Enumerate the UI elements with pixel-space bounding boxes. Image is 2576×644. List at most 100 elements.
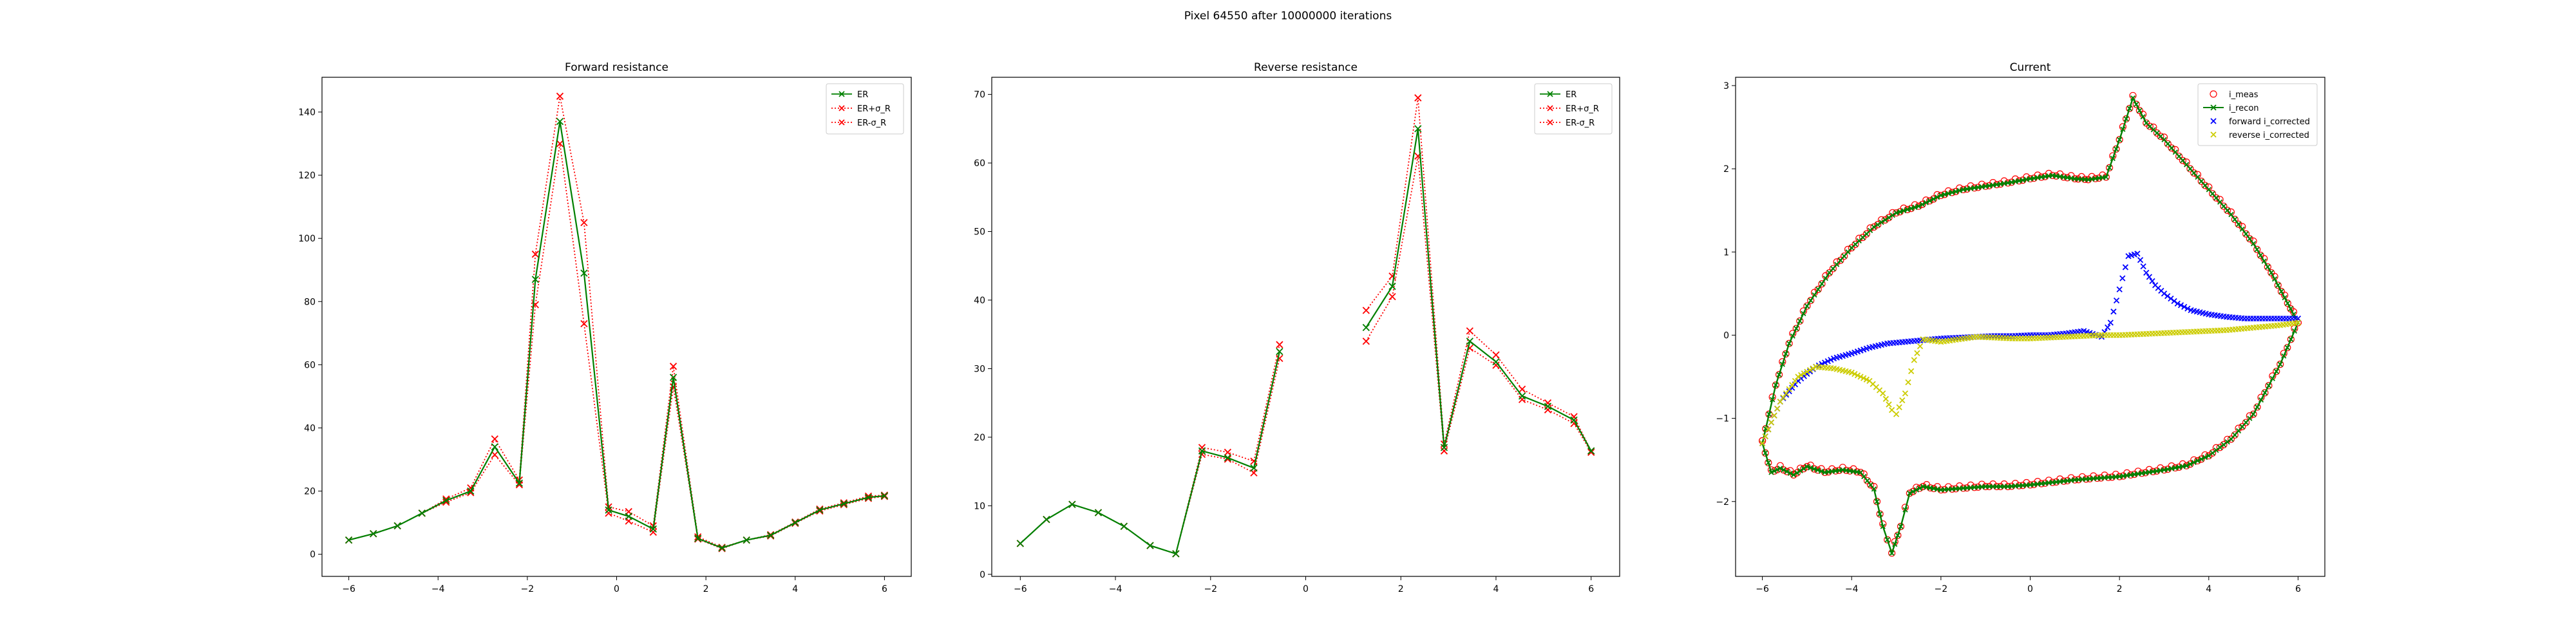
current-i-recon-point: [1884, 537, 1890, 543]
current-i-recon-point: [1822, 469, 1828, 475]
current-reverse-corrected-point: [1854, 372, 1861, 379]
current-reverse-corrected-point: [1882, 395, 1889, 402]
current-reverse-corrected-point: [1798, 372, 1804, 379]
current-i-recon-point: [1917, 485, 1923, 491]
current-reverse-corrected-point: [1861, 375, 1867, 381]
forward-resistance-title: Forward resistance: [565, 61, 668, 74]
current-i-meas-point: [1785, 339, 1793, 347]
reverse-resistance-data-point: [1198, 447, 1206, 455]
plot-forward-resistance: Forward resistance−6 −4 −2 0 2 4 6020406080100…: [298, 61, 912, 594]
current-i-recon-point: [2266, 383, 2271, 388]
current-i-meas-point: [1926, 197, 1934, 205]
current-i-meas-point: [1775, 371, 1783, 379]
current-i-recon-point: [1823, 276, 1828, 281]
current-i-recon-point: [1837, 258, 1844, 263]
forward-resistance-ytick-label: 40: [304, 423, 316, 433]
current-i-recon-point: [1904, 207, 1911, 213]
current-i-meas-point: [1814, 285, 1822, 293]
current-i-recon-point: [1892, 541, 1898, 547]
forward-resistance-data-point: [556, 140, 564, 147]
current-i-meas-point: [1829, 265, 1837, 272]
current-reverse-corrected-point: [1863, 376, 1870, 383]
reverse-resistance-data-point: [1068, 500, 1076, 508]
current-reverse-corrected-point: [1905, 379, 1911, 386]
reverse-resistance-title: Reverse resistance: [1254, 61, 1358, 74]
current-i-recon-point: [2224, 207, 2230, 213]
current-i-recon-point: [2239, 226, 2245, 232]
current-i-recon-point: [2202, 455, 2208, 460]
current-i-recon-point: [2224, 439, 2230, 445]
current-i-meas-point: [1906, 489, 1913, 497]
current-i-recon-point: [2213, 195, 2219, 201]
forward-resistance-data-point: [743, 536, 750, 544]
reverse-resistance-data-point: [1492, 358, 1500, 366]
current-i-meas-point: [1841, 252, 1848, 260]
current-reverse-corrected-point: [1789, 382, 1795, 388]
current-reverse-corrected-point: [1888, 407, 1895, 413]
forward-resistance-data-point: [791, 518, 799, 527]
reverse-resistance-data-point: [1224, 454, 1231, 462]
reverse-resistance-data-point: [1016, 540, 1024, 547]
current-i-recon-point: [1797, 468, 1803, 474]
current-i-recon-point: [2271, 276, 2278, 282]
current-i-recon-point: [1790, 472, 1797, 478]
reverse-resistance-xtick-label: 6: [1588, 584, 1594, 594]
current-i-meas-point: [2208, 190, 2217, 198]
current-i-recon-point: [2210, 191, 2215, 196]
current-i-recon-point: [2235, 428, 2242, 434]
current-i-recon-point: [1766, 411, 1772, 417]
forward-resistance-data-point: [864, 493, 873, 502]
current-i-recon-point: [2291, 328, 2297, 334]
current-i-meas-point: [2197, 455, 2205, 463]
current-i-meas-point: [2179, 156, 2186, 164]
current-i-recon-point: [1919, 202, 1926, 207]
current-i-recon-point: [1897, 209, 1903, 214]
current-xtick-label: 4: [2206, 584, 2211, 594]
current-reverse-corrected-point: [1911, 357, 1917, 363]
reverse-resistance-data-point: [1172, 550, 1180, 558]
current-i-meas-point: [1807, 296, 1815, 305]
current-i-meas-point: [2216, 444, 2224, 451]
current-i-recon-point: [2168, 145, 2175, 151]
current-reverse-corrected-point: [1762, 433, 1768, 440]
current-forward-corrected-point: [2107, 319, 2114, 326]
current-legend-label: reverse i_corrected: [2229, 131, 2309, 140]
current-i-recon-point: [2228, 211, 2234, 218]
current-i-recon-point: [2206, 187, 2211, 193]
current-i-meas-point: [1929, 195, 1937, 203]
reverse-resistance-data-point: [1224, 448, 1231, 456]
current-i-recon-point: [2110, 155, 2116, 162]
current-i-meas-point: [2146, 122, 2154, 130]
current-i-recon-point: [1877, 511, 1883, 517]
forward-resistance-ytick-label: 120: [298, 171, 316, 181]
current-reverse-corrected-point: [1899, 397, 1906, 404]
current-reverse-corrected-point: [1896, 404, 1902, 410]
current-i-recon-point: [2243, 419, 2249, 426]
current-i-recon-point: [1794, 325, 1799, 332]
current-i-meas-point: [2105, 164, 2114, 172]
reverse-resistance-data-point: [1492, 361, 1500, 369]
current-i-recon-point: [2117, 137, 2123, 143]
current-i-recon-point: [2180, 158, 2186, 164]
current-i-meas-point: [2284, 299, 2291, 307]
forward-resistance-data-point: [649, 528, 657, 536]
current-i-meas-point: [2264, 263, 2271, 271]
current-i-recon-point: [2291, 311, 2297, 317]
current-forward-corrected-point: [2174, 300, 2181, 307]
current-i-recon-point: [2210, 450, 2215, 456]
current-i-recon-point: [2191, 170, 2197, 176]
current-i-meas-point: [2284, 344, 2291, 352]
forward-resistance-data-point: [556, 118, 564, 126]
current-forward-corrected-point: [2122, 264, 2129, 270]
current-legend-label: i_recon: [2229, 104, 2259, 113]
current-reverse-corrected-point: [1771, 412, 1777, 419]
reverse-resistance-data-point: [1388, 283, 1396, 290]
current-i-recon-point: [1845, 249, 1851, 255]
forward-resistance-data-point: [393, 522, 401, 530]
current-i-meas-point: [1918, 200, 1926, 209]
forward-resistance-xtick-label: 0: [614, 584, 620, 594]
current-i-meas-point: [1796, 317, 1804, 325]
current-forward-corrected-point: [2171, 298, 2177, 305]
current-forward-corrected-point: [2161, 290, 2168, 297]
